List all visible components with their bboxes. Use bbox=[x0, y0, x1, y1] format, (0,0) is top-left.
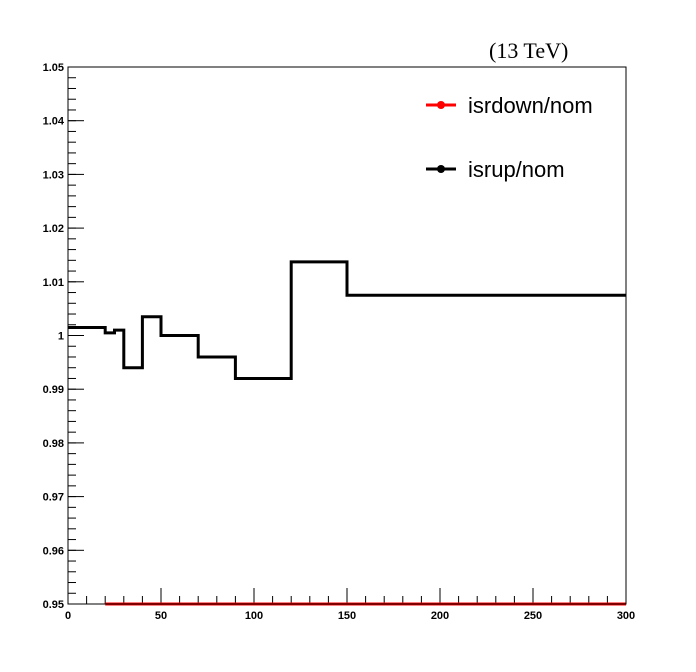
x-tick-label: 100 bbox=[245, 610, 263, 622]
plot-frame bbox=[67, 66, 627, 605]
series-line-isrup-nom bbox=[68, 260, 626, 380]
legend-marker-isrup-nom bbox=[437, 165, 445, 173]
y-tick-label: 1.03 bbox=[43, 169, 64, 181]
x-tick-label: 50 bbox=[155, 610, 167, 622]
y-tick-label: 1.05 bbox=[43, 62, 64, 74]
y-tick-label: 0.99 bbox=[43, 384, 64, 396]
x-tick-label: 200 bbox=[431, 610, 449, 622]
y-tick-label: 1.01 bbox=[43, 277, 64, 289]
legend-label-isrdown-nom: isrdown/nom bbox=[468, 93, 593, 118]
legend-label-isrup-nom: isrup/nom bbox=[468, 157, 565, 182]
x-tick-label: 300 bbox=[617, 610, 635, 622]
x-tick-label: 150 bbox=[338, 610, 356, 622]
series-layer bbox=[68, 260, 626, 606]
major-ticks bbox=[67, 66, 627, 605]
x-tick-label: 250 bbox=[524, 610, 542, 622]
minor-ticks bbox=[67, 66, 627, 605]
x-tick-label: 0 bbox=[65, 610, 71, 622]
y-tick-label: 1.02 bbox=[43, 223, 64, 235]
y-tick-label: 1.04 bbox=[43, 116, 65, 128]
y-tick-label: 0.95 bbox=[43, 599, 64, 611]
y-tick-label: 0.96 bbox=[43, 545, 64, 557]
tick-labels: 0 50 100 150 200 250 300 0.95 0.96 0.97 0.98 0.99 1 1… bbox=[43, 62, 636, 622]
energy-label: (13 TeV) bbox=[489, 38, 568, 63]
y-tick-label: 0.98 bbox=[43, 438, 64, 450]
y-tick-label: 1 bbox=[58, 331, 64, 343]
y-tick-label: 0.97 bbox=[43, 492, 64, 504]
legend-marker-isrdown-nom bbox=[437, 101, 445, 109]
legend: isrdown/nom isrup/nom bbox=[426, 93, 593, 182]
